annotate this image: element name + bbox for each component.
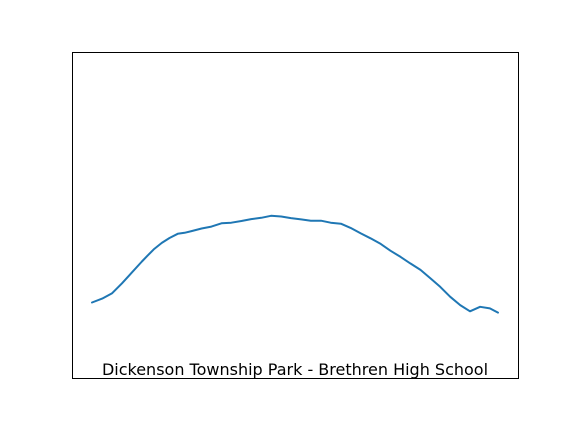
series-line-1 (91, 214, 499, 314)
series-layer (91, 214, 499, 314)
chart-caption: Dickenson Township Park - Brethren High … (102, 360, 488, 379)
plot-frame (72, 52, 519, 379)
